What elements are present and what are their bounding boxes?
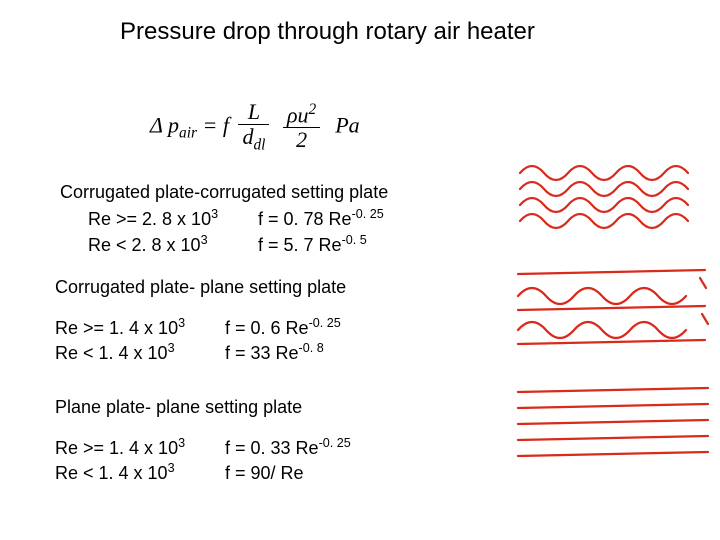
unit-pa: Pa xyxy=(335,112,359,137)
sec1-heading: Corrugated plate-corrugated setting plat… xyxy=(60,180,388,204)
sec3-heading: Plane plate- plane setting plate xyxy=(55,395,302,419)
sketch-stroke xyxy=(518,270,708,344)
sec2-row: Re < 1. 4 x 103 f = 33 Re-0. 8 xyxy=(55,340,341,365)
sub-air: air xyxy=(179,125,197,142)
sketch-stroke xyxy=(520,166,688,228)
sec2-row: Re >= 1. 4 x 103 f = 0. 6 Re-0. 25 xyxy=(55,315,341,340)
sec3-row: Re < 1. 4 x 103 f = 90/ Re xyxy=(55,460,351,485)
equals: = xyxy=(202,112,217,137)
frac1-num: L xyxy=(238,100,269,125)
var-p: p xyxy=(168,112,179,137)
section-corrugated-corrugated: Corrugated plate-corrugated setting plat… xyxy=(60,180,388,257)
sketch-stroke xyxy=(518,388,708,456)
sketch-corrugated-plane-icon xyxy=(510,260,710,350)
fraction-L-over-d: L ddl xyxy=(238,100,269,155)
pressure-drop-formula: Δ pair = f L ddl ρu2 2 Pa xyxy=(150,100,360,155)
sketch-plane-plane-icon xyxy=(510,380,710,470)
sec1-row: Re < 2. 8 x 103 f = 5. 7 Re-0. 5 xyxy=(88,232,388,257)
frac2-den: 2 xyxy=(283,128,320,152)
sketch-corrugated-corrugated-icon xyxy=(510,155,710,235)
sec1-row: Re >= 2. 8 x 103 f = 0. 78 Re-0. 25 xyxy=(88,206,388,231)
sec3-row: Re >= 1. 4 x 103 f = 0. 33 Re-0. 25 xyxy=(55,435,351,460)
factor-f: f xyxy=(223,112,229,137)
sec2-heading: Corrugated plate- plane setting plate xyxy=(55,275,346,299)
section-plane-plane-rows: Re >= 1. 4 x 103 f = 0. 33 Re-0. 25 Re <… xyxy=(55,435,351,486)
section-corrugated-plane-rows: Re >= 1. 4 x 103 f = 0. 6 Re-0. 25 Re < … xyxy=(55,315,341,366)
slide-title: Pressure drop through rotary air heater xyxy=(120,18,535,46)
fraction-rho-u2-over-2: ρu2 2 xyxy=(283,102,320,153)
frac2-num: ρu2 xyxy=(283,102,320,129)
frac1-den: ddl xyxy=(238,125,269,154)
delta-symbol: Δ xyxy=(150,112,163,137)
